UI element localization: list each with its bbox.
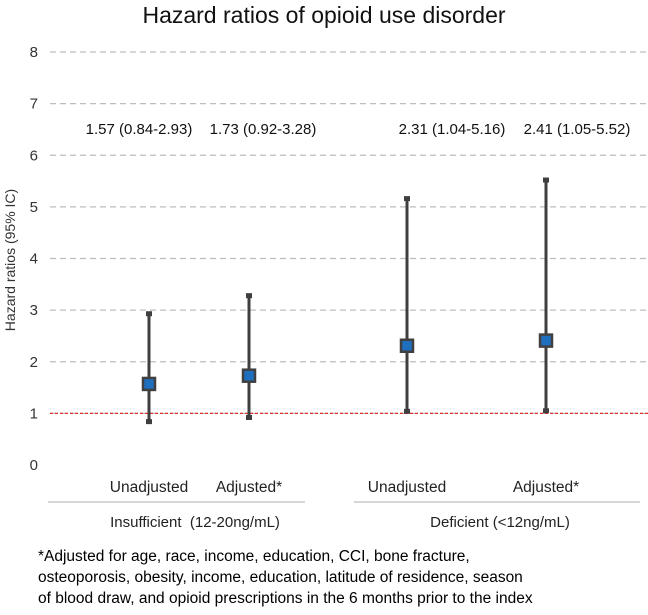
point-estimate-marker (538, 333, 554, 348)
category-label: Adjusted* (513, 479, 579, 496)
point-estimate-marker (141, 376, 157, 392)
category-label: Adjusted* (216, 479, 282, 496)
group-label: Deficient (<12ng/mL) (430, 514, 570, 531)
ci-annotation: 1.73 (0.92-3.28) (210, 121, 317, 138)
ci-cap (404, 196, 410, 202)
chart-area: 0 1 2 3 4 5 6 7 8 Hazard ratios (95% IC) 1.57 (0… (2, 44, 648, 531)
point-estimate-marker (241, 368, 257, 383)
y-tick-labels: 0 1 2 3 4 5 6 7 8 (30, 44, 38, 474)
point-estimate-marker (399, 338, 415, 353)
y-tick-label: 8 (30, 44, 38, 61)
ci-annotations: 1.57 (0.84-2.93) 1.73 (0.92-3.28) 2.31 (1.… (86, 121, 631, 138)
chart-title: Hazard ratios of opioid use disorder (142, 2, 506, 28)
category-label: Unadjusted (368, 479, 446, 496)
error-bars (141, 177, 554, 425)
y-tick-label: 3 (30, 302, 38, 319)
y-tick-label: 2 (30, 354, 38, 371)
ci-cap (146, 419, 152, 425)
y-tick-label: 7 (30, 96, 38, 113)
gridlines (50, 51, 648, 415)
ci-cap (543, 177, 549, 183)
ci-cap (146, 311, 152, 317)
ci-annotation: 2.41 (1.05-5.52) (524, 121, 631, 138)
ci-cap (543, 408, 549, 414)
ci-cap (404, 408, 410, 414)
ci-cap (246, 415, 252, 421)
group-label: Insufficient (12-20ng/mL) (110, 514, 280, 531)
footnote: *Adjusted for age, race, income, educati… (38, 548, 533, 607)
y-tick-label: 6 (30, 147, 38, 164)
y-tick-label: 5 (30, 199, 38, 216)
ci-annotation: 1.57 (0.84-2.93) (86, 121, 193, 138)
y-tick-label: 4 (30, 251, 38, 268)
y-axis-label: Hazard ratios (95% IC) (2, 189, 18, 331)
ci-cap (246, 293, 252, 299)
ci-annotation: 2.31 (1.04-5.16) (399, 121, 506, 138)
category-label: Unadjusted (110, 479, 188, 496)
y-tick-label: 0 (30, 457, 38, 474)
y-tick-label: 1 (30, 405, 38, 422)
category-axis: Unadjusted Adjusted* Insufficient (12-20ng… (48, 479, 640, 531)
